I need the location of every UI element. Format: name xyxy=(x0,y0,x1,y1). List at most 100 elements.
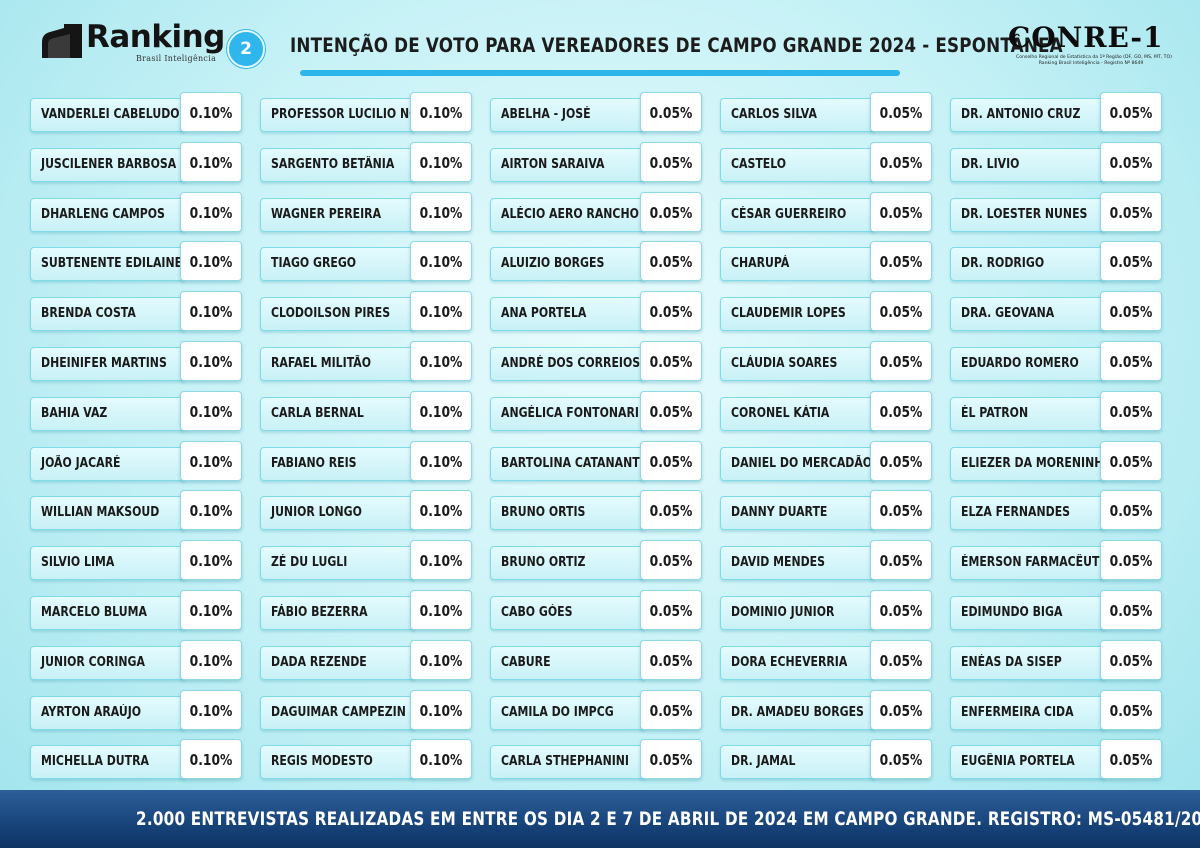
candidate-name-label: DOMINIO JUNIOR xyxy=(731,605,835,620)
candidate-name: VANDERLEI CABELUDO xyxy=(30,98,186,132)
candidate-name-label: ANDRÉ DOS CORREIOS xyxy=(501,356,641,371)
candidate-name: CÉSAR GUERREIRO xyxy=(720,197,876,232)
candidate-name: ÉL PATRON xyxy=(950,396,1106,431)
candidate-name-label: ENÉAS DA SISEP xyxy=(961,654,1062,670)
vote-percentage: 0.05% xyxy=(870,241,932,282)
table-row: WAGNER PEREIRA 0.10% xyxy=(260,191,472,234)
ranking-column-1: VANDERLEI CABELUDO 0.10% JUSCILENER BARBOS… xyxy=(30,88,242,784)
vote-percentage: 0.05% xyxy=(1100,390,1162,431)
candidate-name: AIRTON SARAIVA xyxy=(490,147,646,182)
candidate-name-label: DR. JAMAL xyxy=(731,754,796,770)
candidate-name: REGIS MODESTO xyxy=(260,745,416,780)
table-row: SARGENTO BETÂNIA 0.10% xyxy=(260,141,472,184)
candidate-name-label: CLAUDEMIR LOPES xyxy=(731,306,846,322)
vote-percentage-label: 0.10% xyxy=(189,552,233,571)
candidate-name-label: BARTOLINA CATANANTE xyxy=(501,455,646,471)
vote-percentage: 0.10% xyxy=(410,291,472,332)
table-row: CABO GÓES 0.05% xyxy=(490,590,702,632)
candidate-name: DAGUIMAR CAMPEZIN xyxy=(260,695,416,730)
vote-percentage-label: 0.05% xyxy=(649,203,693,222)
vote-percentage: 0.10% xyxy=(410,490,472,531)
table-row: DADA REZENDE 0.10% xyxy=(260,639,472,682)
vote-percentage-label: 0.05% xyxy=(1109,602,1153,620)
table-row: DR. JAMAL 0.05% xyxy=(720,739,932,781)
table-row: DAGUIMAR CAMPEZIN 0.10% xyxy=(260,689,472,732)
candidate-name-label: DR. AMADEU BORGES xyxy=(731,704,864,720)
ranking-logo-subtitle: Brasil Inteligência xyxy=(136,54,217,63)
candidate-name: ELZA FERNANDES xyxy=(950,496,1106,531)
table-row: EDUARDO ROMERO 0.05% xyxy=(950,341,1162,383)
vote-percentage-label: 0.05% xyxy=(649,104,693,122)
table-row: CORONEL KÁTIA 0.05% xyxy=(720,390,932,433)
vote-percentage: 0.05% xyxy=(1100,92,1162,132)
candidate-name-label: ÉL PATRON xyxy=(961,405,1029,421)
candidate-name-label: CASTELO xyxy=(731,156,787,172)
table-row: CARLA STHEPHANINI 0.05% xyxy=(490,739,702,781)
conre-subtitle-line-1: Conselho Regional de Estatística da 1ª R… xyxy=(1016,55,1172,60)
candidate-name: CLÁUDIA SOARES xyxy=(720,347,876,381)
table-row: REGIS MODESTO 0.10% xyxy=(260,739,472,781)
vote-percentage-label: 0.10% xyxy=(419,602,463,620)
ranking-column-2: PROFESSOR LUCILIO NOBRE0.10%SARGENTO BET… xyxy=(260,88,472,784)
vote-percentage: 0.05% xyxy=(1100,739,1162,780)
vote-percentage: 0.10% xyxy=(410,390,472,431)
table-row: DANIEL DO MERCADÃO 0.05% xyxy=(720,440,932,483)
vote-percentage: 0.05% xyxy=(640,241,702,282)
vote-percentage-label: 0.05% xyxy=(649,751,693,770)
candidate-name: ALÉCIO AERO RANCHO xyxy=(490,197,646,232)
vote-percentage-label: 0.10% xyxy=(419,651,463,670)
table-row: EDIMUNDO BIGA 0.05% xyxy=(950,590,1162,632)
vote-percentage: 0.05% xyxy=(870,141,932,182)
candidate-name-label: CABO GÓES xyxy=(501,605,573,620)
ranking-logo-text: Ranking xyxy=(86,19,225,55)
table-row: CABURE 0.05% xyxy=(490,639,702,682)
vote-percentage: 0.10% xyxy=(410,590,472,630)
vote-percentage-label: 0.10% xyxy=(189,701,233,720)
vote-percentage-label: 0.05% xyxy=(649,651,693,670)
vote-percentage: 0.10% xyxy=(180,739,242,780)
candidate-name: CASTELO xyxy=(720,147,876,182)
candidate-name-label: ÉMERSON FARMACÊUTICO xyxy=(961,555,1106,571)
vote-percentage-label: 0.05% xyxy=(649,353,693,371)
candidate-name: DHEINIFER MARTINS xyxy=(30,347,186,381)
table-row: ANA PORTELA 0.05% xyxy=(490,291,702,333)
vote-percentage: 0.05% xyxy=(870,639,932,680)
vote-percentage: 0.10% xyxy=(180,141,242,182)
candidate-name: EDIMUNDO BIGA xyxy=(950,596,1106,630)
candidate-name: DR. AMADEU BORGES xyxy=(720,695,876,730)
candidate-name-label: VANDERLEI CABELUDO xyxy=(41,107,180,122)
header: Ranking Brasil Inteligência 2 INTENÇÃO D… xyxy=(0,0,1200,88)
vote-percentage-label: 0.10% xyxy=(189,203,233,222)
candidate-name-label: DR. RODRIGO xyxy=(961,256,1045,272)
table-row: CARLA BERNAL 0.10% xyxy=(260,390,472,433)
table-row: CARLOS SILVA 0.05% xyxy=(720,92,932,134)
table-row: AYRTON ARAÚJO 0.10% xyxy=(30,689,242,732)
candidate-name-label: DHARLENG CAMPOS xyxy=(41,206,165,222)
candidate-name-label: BAHIA VAZ xyxy=(41,405,108,421)
vote-percentage-label: 0.10% xyxy=(419,701,463,720)
vote-percentage: 0.10% xyxy=(180,390,242,431)
vote-percentage-label: 0.10% xyxy=(189,303,233,322)
vote-percentage: 0.05% xyxy=(640,689,702,730)
vote-percentage: 0.05% xyxy=(1100,689,1162,730)
candidate-name-label: CABURE xyxy=(501,654,551,670)
table-row: DOMINIO JUNIOR 0.05% xyxy=(720,590,932,632)
vote-percentage-label: 0.10% xyxy=(419,353,463,371)
candidate-name-label: JUNIOR CORINGA xyxy=(41,654,145,670)
candidate-name-label: CARLA STHEPHANINI xyxy=(501,754,630,770)
candidate-name-label: JOÃO JACARÉ xyxy=(41,455,121,471)
candidate-name-label: MARCELO BLUMA xyxy=(41,605,147,620)
table-row: ALUIZIO BORGES 0.05% xyxy=(490,241,702,283)
vote-percentage: 0.10% xyxy=(180,241,242,282)
vote-percentage: 0.10% xyxy=(410,92,472,132)
vote-percentage-label: 0.05% xyxy=(1109,502,1153,521)
vote-percentage: 0.05% xyxy=(870,540,932,581)
vote-percentage: 0.05% xyxy=(870,341,932,381)
vote-percentage: 0.05% xyxy=(1100,440,1162,481)
table-row: ALÉCIO AERO RANCHO 0.05% xyxy=(490,191,702,234)
candidate-name: CHARUPÁ xyxy=(720,247,876,282)
candidate-name-label: WILLIAN MAKSOUD xyxy=(41,505,160,521)
candidate-name: BRUNO ORTIZ xyxy=(490,546,646,581)
candidate-name: BRENDA COSTA xyxy=(30,297,186,332)
candidate-name: CARLOS SILVA xyxy=(720,98,876,132)
